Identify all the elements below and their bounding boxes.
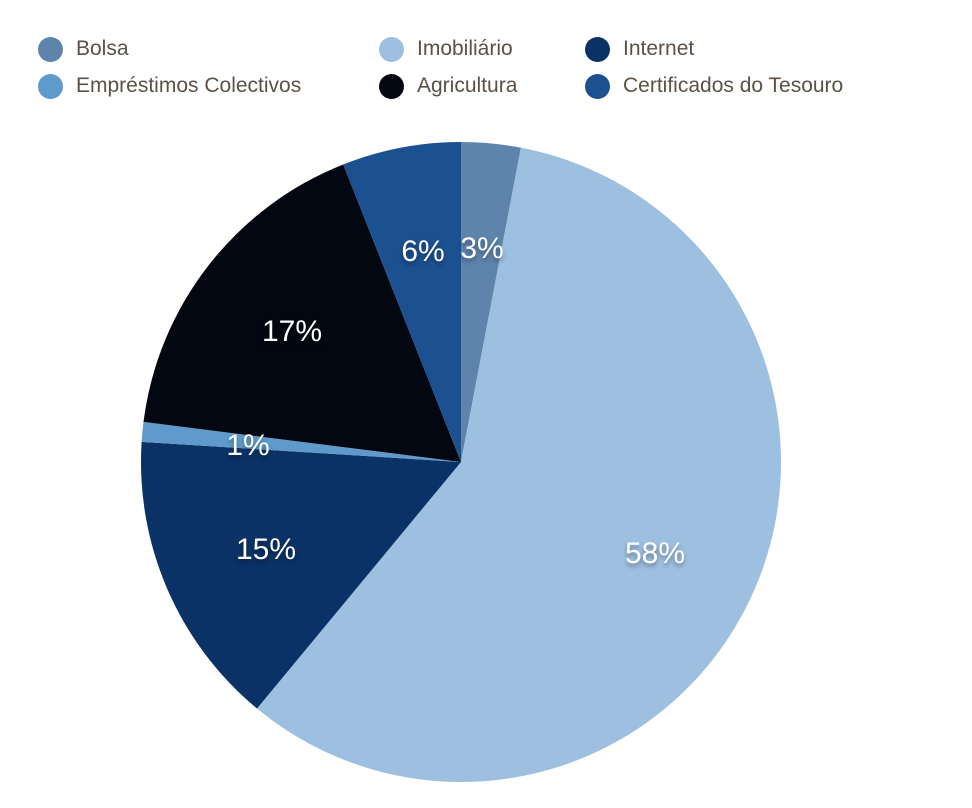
svg-text:58%: 58% bbox=[625, 537, 685, 570]
svg-text:17%: 17% bbox=[262, 315, 322, 348]
svg-text:1%: 1% bbox=[226, 429, 269, 462]
svg-text:3%: 3% bbox=[460, 232, 503, 265]
svg-text:6%: 6% bbox=[401, 235, 444, 268]
svg-text:15%: 15% bbox=[236, 533, 296, 566]
